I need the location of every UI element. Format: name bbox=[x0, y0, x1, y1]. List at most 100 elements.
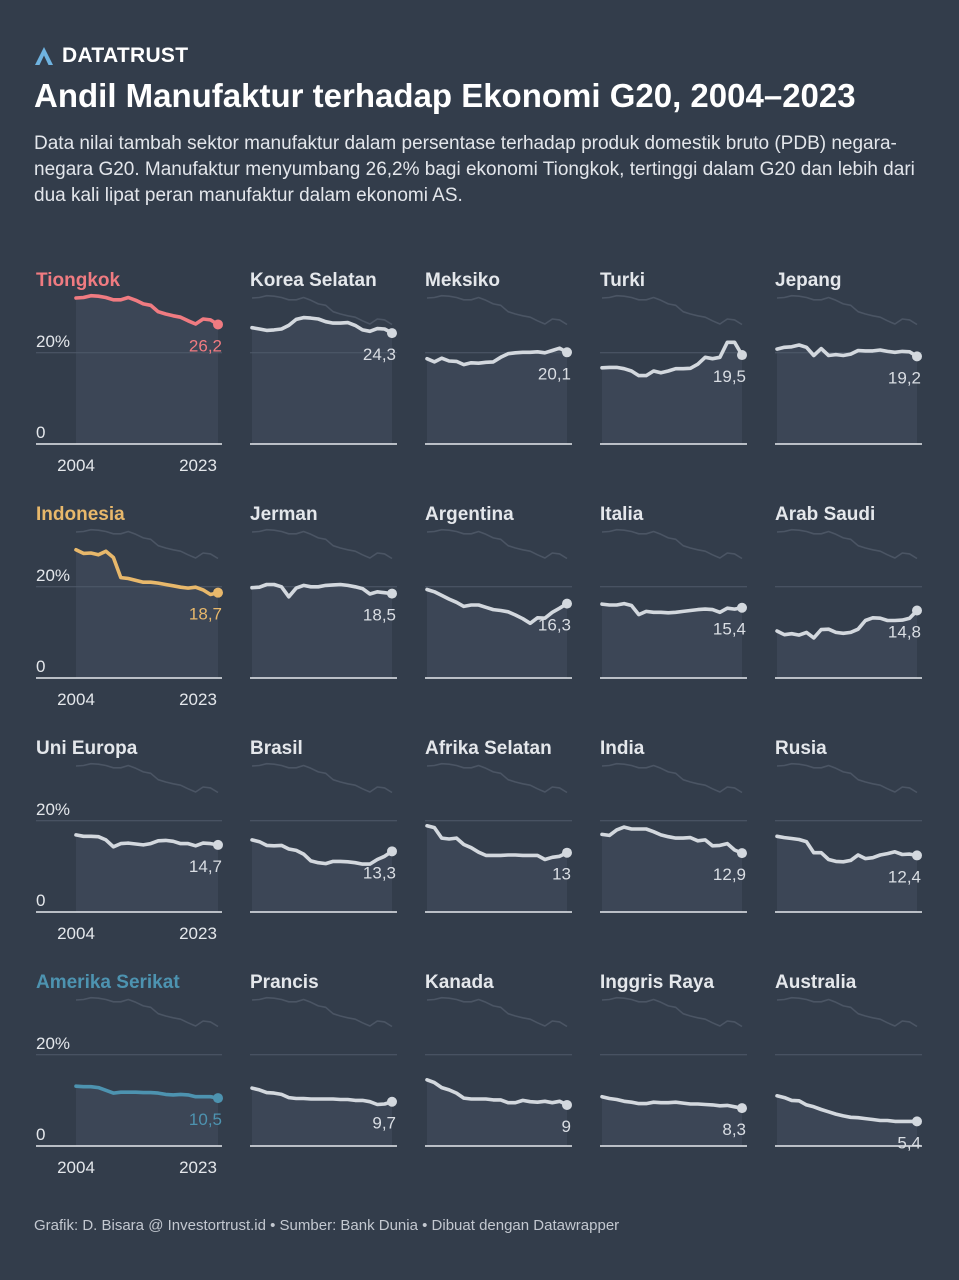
value-label: 26,2 bbox=[189, 336, 222, 355]
ghost-line bbox=[251, 762, 393, 794]
value-label: 12,9 bbox=[713, 865, 746, 884]
value-label: 19,2 bbox=[888, 368, 921, 387]
end-point bbox=[387, 328, 397, 339]
area-fill bbox=[427, 348, 567, 444]
panel-kanada: Kanada 9 bbox=[425, 972, 572, 1147]
ghost-line bbox=[601, 996, 743, 1028]
series-line bbox=[250, 1086, 394, 1107]
area-fill bbox=[427, 589, 567, 678]
ghost-line bbox=[776, 762, 918, 794]
ghost-line bbox=[776, 294, 918, 326]
ghost-line bbox=[426, 762, 568, 794]
ghost-line bbox=[776, 996, 918, 1028]
end-point bbox=[213, 1093, 223, 1104]
series-line bbox=[600, 601, 744, 617]
panel-title: Australia bbox=[775, 972, 857, 993]
area-fill bbox=[427, 1079, 567, 1146]
y-tick-label: 0 bbox=[36, 423, 45, 442]
value-label: 8,3 bbox=[722, 1120, 746, 1139]
panel-brasil: Brasil 13,3 bbox=[250, 738, 397, 913]
area-fill bbox=[76, 549, 218, 678]
panel-korea-selatan: Korea Selatan 24,3 bbox=[250, 270, 397, 445]
x-tick-label: 2004 bbox=[57, 456, 95, 475]
end-point bbox=[737, 602, 747, 613]
ghost-line bbox=[75, 762, 219, 794]
value-label: 13,3 bbox=[363, 863, 396, 882]
area-fill bbox=[777, 1095, 917, 1146]
end-point bbox=[213, 587, 223, 598]
end-point bbox=[387, 846, 397, 857]
panel-turki: Turki 19,5 bbox=[600, 270, 747, 445]
panel-title: Uni Europa bbox=[36, 738, 138, 759]
page-subtitle: Data nilai tambah sektor manufaktur dala… bbox=[34, 133, 915, 206]
panel-title: Kanada bbox=[425, 972, 494, 993]
end-point bbox=[562, 598, 572, 609]
panel-afrika-selatan: Afrika Selatan 13 bbox=[425, 738, 572, 913]
series-line bbox=[775, 834, 919, 864]
panel-amerika-serikat: Amerika Serikat 20% 0 2004 2023 10,5 bbox=[36, 972, 223, 1177]
ghost-line bbox=[601, 294, 743, 326]
panel-title: Prancis bbox=[250, 972, 319, 993]
x-tick-label: 2023 bbox=[179, 1158, 217, 1177]
value-label: 9,7 bbox=[372, 1114, 396, 1133]
ghost-line bbox=[426, 294, 568, 326]
panel-title: Korea Selatan bbox=[250, 270, 377, 291]
end-point bbox=[387, 588, 397, 599]
y-tick-label: 0 bbox=[36, 1125, 45, 1144]
x-tick-label: 2004 bbox=[57, 690, 95, 709]
page-title: Andil Manufaktur terhadap Ekonomi G20, 2… bbox=[34, 77, 856, 114]
series-line bbox=[425, 587, 569, 626]
panel-india: India 12,9 bbox=[600, 738, 747, 913]
panel-title: Indonesia bbox=[36, 504, 125, 525]
end-point bbox=[387, 1096, 397, 1107]
area-fill bbox=[602, 1096, 742, 1146]
panel-argentina: Argentina 16,3 bbox=[425, 504, 572, 679]
datatrust-logo-icon bbox=[35, 47, 53, 65]
area-fill bbox=[76, 834, 218, 912]
x-tick-label: 2004 bbox=[57, 924, 95, 943]
panel-prancis: Prancis 9,7 bbox=[250, 972, 397, 1147]
value-label: 16,3 bbox=[538, 616, 571, 635]
panel-title: Jepang bbox=[775, 270, 842, 291]
x-tick-label: 2023 bbox=[179, 924, 217, 943]
series-line bbox=[600, 1094, 744, 1110]
series-line bbox=[775, 343, 919, 359]
ghost-line bbox=[251, 294, 393, 326]
end-point bbox=[562, 847, 572, 858]
ghost-line bbox=[601, 528, 743, 560]
end-point bbox=[912, 1116, 922, 1127]
panel-tiongkok: Tiongkok 20% 0 2004 2023 26,2 bbox=[36, 270, 223, 475]
series-line bbox=[600, 825, 744, 855]
panel-italia: Italia 15,4 bbox=[600, 504, 747, 679]
x-tick-label: 2023 bbox=[179, 690, 217, 709]
panel-title: Argentina bbox=[425, 504, 514, 525]
series-line bbox=[600, 340, 744, 378]
value-label: 14,7 bbox=[189, 857, 222, 876]
value-label: 15,4 bbox=[713, 620, 746, 639]
y-tick-label: 20% bbox=[36, 332, 70, 351]
panel-australia: Australia 5,4 bbox=[775, 972, 922, 1152]
panel-title: Afrika Selatan bbox=[425, 738, 552, 759]
end-point bbox=[562, 347, 572, 358]
brand-name: DATATRUST bbox=[62, 44, 189, 67]
ghost-line bbox=[776, 528, 918, 560]
series-line bbox=[250, 582, 394, 599]
panel-title: Meksiko bbox=[425, 270, 500, 291]
series-line bbox=[74, 833, 220, 849]
area-fill bbox=[602, 603, 742, 678]
y-tick-label: 20% bbox=[36, 566, 70, 585]
y-tick-label: 0 bbox=[36, 657, 45, 676]
panel-title: Rusia bbox=[775, 738, 827, 759]
series-line bbox=[250, 838, 394, 866]
end-point bbox=[737, 350, 747, 361]
panel-rusia: Rusia 12,4 bbox=[775, 738, 922, 913]
end-point bbox=[737, 848, 747, 859]
panel-inggris-raya: Inggris Raya 8,3 bbox=[600, 972, 747, 1147]
panel-title: Italia bbox=[600, 504, 644, 525]
area-fill bbox=[76, 295, 218, 444]
area-fill bbox=[252, 839, 392, 912]
series-line bbox=[74, 1084, 220, 1100]
series-line bbox=[775, 1094, 919, 1124]
panel-arab-saudi: Arab Saudi 14,8 bbox=[775, 504, 922, 679]
end-point bbox=[912, 351, 922, 362]
